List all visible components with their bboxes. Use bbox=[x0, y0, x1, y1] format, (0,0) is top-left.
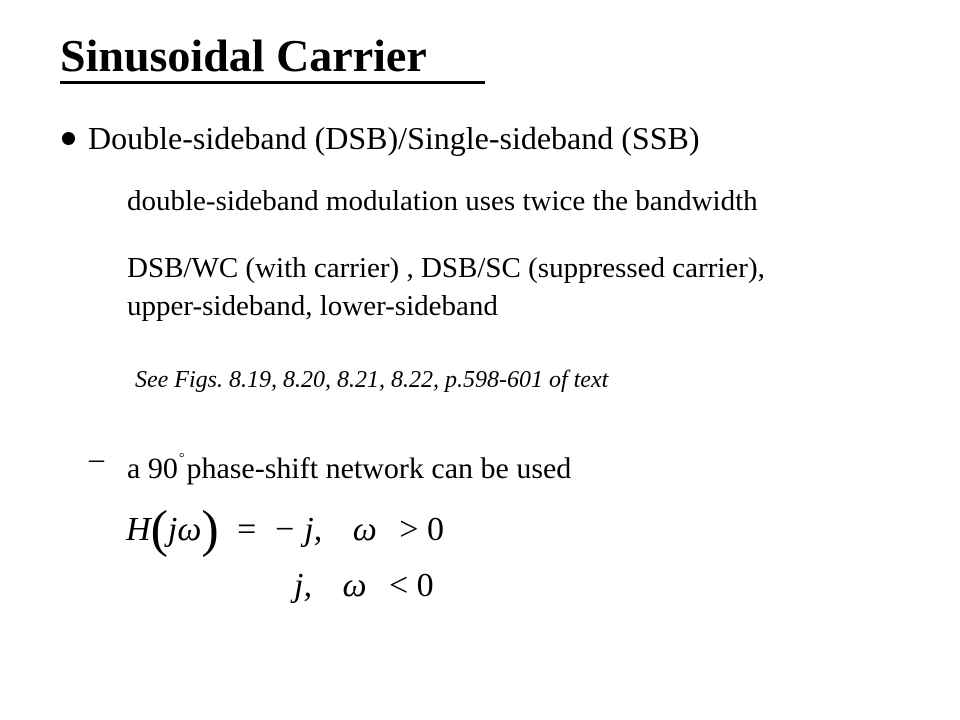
eq-lparen: ( bbox=[150, 501, 168, 558]
bullet-icon bbox=[62, 132, 75, 145]
eq-arg: jω bbox=[167, 511, 202, 548]
dash-bullet-icon: – bbox=[89, 442, 104, 475]
equation-case-1: H(jω) = − j, ω > 0 bbox=[126, 504, 444, 556]
eq-case2-var: ω bbox=[342, 567, 367, 604]
equation-case-2: j, ω < 0 bbox=[294, 566, 434, 606]
eq-rparen: ) bbox=[201, 501, 219, 558]
phase-shift-line: a 90°phase-shift network can be used bbox=[127, 440, 571, 488]
bullet-heading: Double-sideband (DSB)/Single-sideband (S… bbox=[88, 120, 700, 156]
sub-line-bandwidth: double-sideband modulation uses twice th… bbox=[127, 185, 758, 217]
slide-title: Sinusoidal Carrier bbox=[60, 30, 427, 81]
eq-case1-var: ω bbox=[352, 511, 377, 548]
title-underline bbox=[60, 81, 485, 84]
eq-h: H bbox=[126, 511, 151, 548]
degree-symbol: ° bbox=[178, 451, 185, 466]
eq-equals: = bbox=[237, 511, 257, 548]
eq-case2-cond: < 0 bbox=[388, 567, 434, 604]
sub-line-dsb-types: DSB/WC (with carrier) , DSB/SC (suppress… bbox=[127, 252, 765, 284]
sub-line-sidebands: upper-sideband, lower-sideband bbox=[127, 290, 498, 322]
eq-case2-value: j, bbox=[294, 567, 312, 604]
eq-case1-cond: > 0 bbox=[399, 511, 444, 548]
eq-case1-value: − j, bbox=[272, 511, 323, 548]
phase-shift-text-b: phase-shift network can be used bbox=[186, 452, 572, 485]
phase-shift-text-a: a 90 bbox=[127, 452, 178, 485]
figure-reference-note: See Figs. 8.19, 8.20, 8.21, 8.22, p.598-… bbox=[135, 367, 609, 393]
